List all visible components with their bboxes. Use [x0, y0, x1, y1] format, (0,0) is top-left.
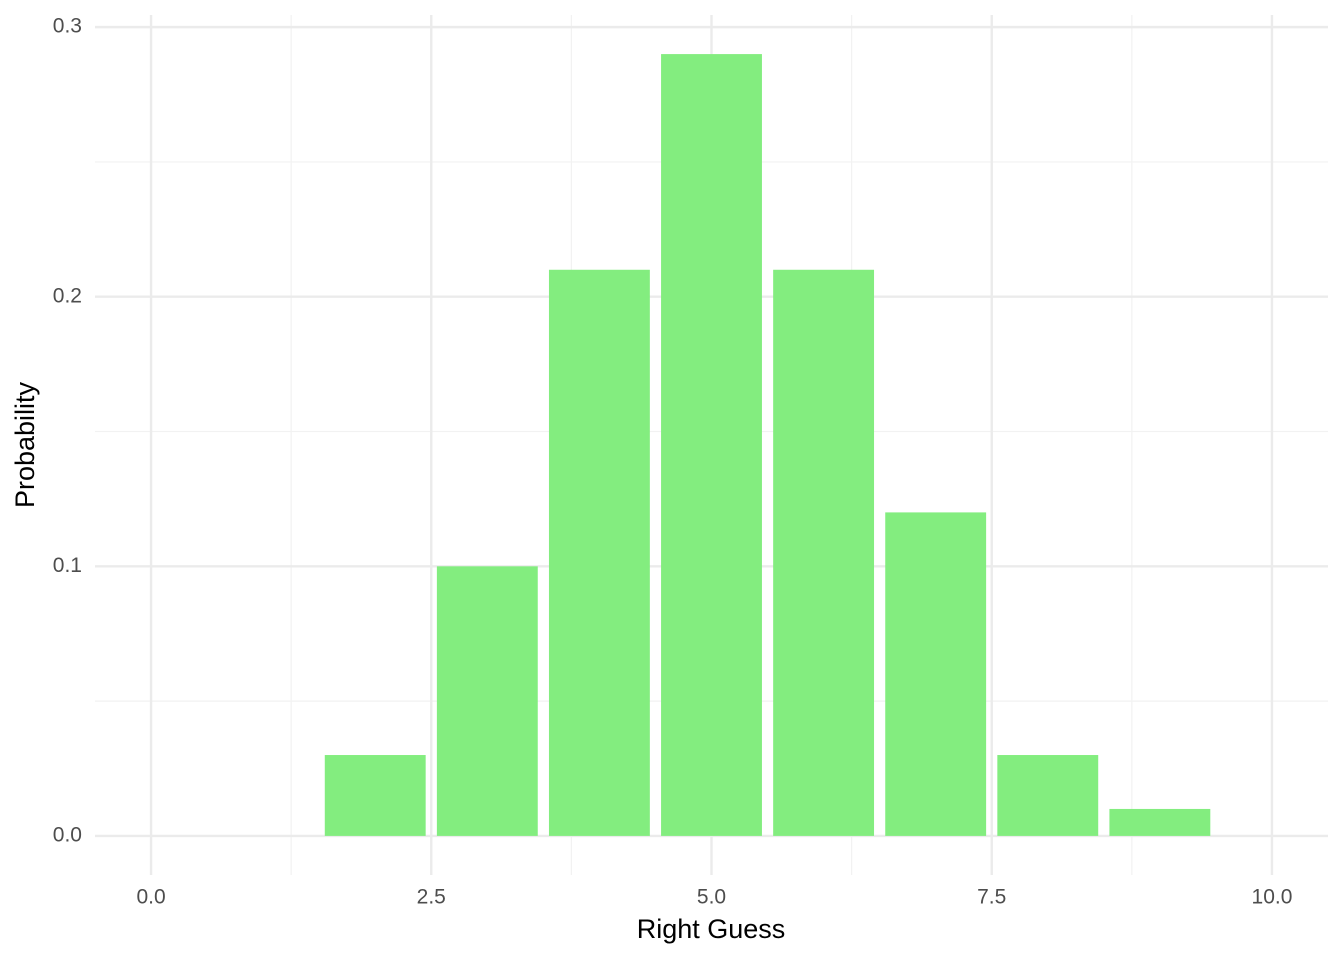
- bar: [661, 54, 762, 836]
- y-tick-label: 0.0: [53, 823, 82, 846]
- y-tick-label: 0.3: [53, 15, 82, 38]
- bar: [997, 755, 1099, 836]
- x-tick-label: 0.0: [136, 886, 165, 909]
- y-axis-title: Probability: [10, 381, 40, 508]
- x-tick-label: 5.0: [697, 886, 726, 909]
- x-tick-label: 10.0: [1252, 886, 1293, 909]
- x-tick-label: 7.5: [977, 886, 1006, 909]
- bar: [548, 269, 650, 836]
- bar: [324, 755, 426, 836]
- bar: [1109, 808, 1211, 836]
- x-tick-label: 2.5: [417, 886, 446, 909]
- bar: [436, 566, 538, 836]
- x-axis-title: Right Guess: [637, 914, 786, 944]
- y-tick-label: 0.1: [53, 554, 82, 577]
- bar: [773, 269, 875, 836]
- bar: [885, 512, 987, 836]
- bars: [324, 54, 1211, 836]
- y-tick-label: 0.2: [53, 284, 82, 307]
